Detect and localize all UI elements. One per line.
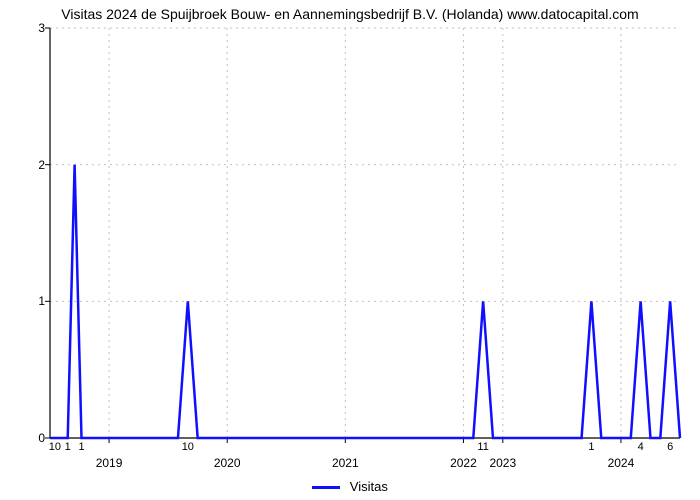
bar-value-label: 4 <box>638 441 644 453</box>
x-year-label: 2022 <box>450 456 477 470</box>
x-year-label: 2021 <box>332 456 359 470</box>
chart-container: Visitas 2024 de Spuijbroek Bouw- en Aann… <box>0 0 700 500</box>
chart-area <box>50 28 680 438</box>
y-tick-label: 0 <box>5 431 45 445</box>
bar-value-label: 6 <box>667 441 673 453</box>
legend-swatch <box>312 486 340 489</box>
x-year-label: 2023 <box>489 456 516 470</box>
bar-value-label: 1 <box>588 441 594 453</box>
y-tick-label: 1 <box>5 294 45 308</box>
chart-title: Visitas 2024 de Spuijbroek Bouw- en Aann… <box>0 6 700 22</box>
bar-value-label: 1 <box>65 441 71 453</box>
y-tick-label: 2 <box>5 158 45 172</box>
y-tick-label: 3 <box>5 21 45 35</box>
legend: Visitas <box>0 479 700 494</box>
chart-svg <box>50 28 680 438</box>
bar-value-label: 1 <box>78 441 84 453</box>
bar-value-label: 11 <box>477 441 488 453</box>
x-year-label: 2020 <box>214 456 241 470</box>
bar-value-label: 10 <box>182 441 194 453</box>
x-year-label: 2019 <box>96 456 123 470</box>
bar-value-label: 10 <box>49 441 61 453</box>
x-year-label: 2024 <box>608 456 635 470</box>
legend-label: Visitas <box>350 479 388 494</box>
